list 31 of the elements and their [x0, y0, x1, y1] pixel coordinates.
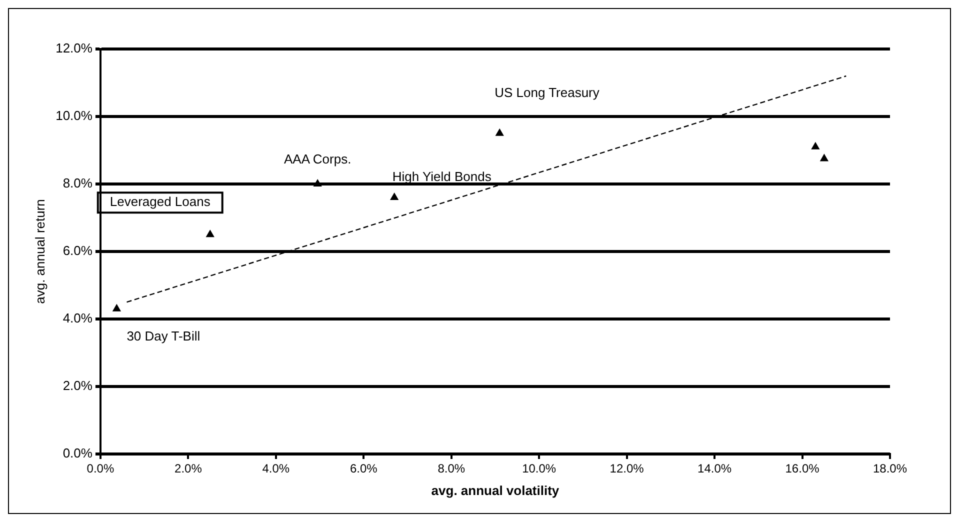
point	[496, 128, 504, 136]
point	[820, 154, 828, 162]
point	[112, 304, 121, 312]
y-tick-label: 0.0%	[62, 446, 93, 461]
x-tick-label: 4.0%	[262, 462, 290, 476]
x-tick-label: 0.0%	[86, 462, 114, 476]
x-axis-title: avg. annual volatility	[431, 482, 560, 498]
x-tick-label: 12.0%	[610, 462, 644, 476]
y-tick-label: 8.0%	[62, 176, 93, 191]
point	[811, 142, 820, 150]
y-tick-label: 2.0%	[62, 378, 93, 394]
x-tick-label: 6.0%	[350, 462, 378, 476]
x-tick-label: 8.0%	[438, 462, 466, 476]
x-tick-label: 10.0%	[522, 462, 556, 476]
x-tick-label: 2.0%	[174, 462, 202, 476]
y-tick-label: 4.0%	[62, 310, 93, 326]
y-tick-label: 6.0%	[62, 243, 93, 258]
annotation: 30 Day T-Bill	[126, 328, 200, 344]
x-tick-label: 18.0%	[872, 462, 908, 476]
point	[206, 230, 214, 238]
annotation: US Long Treasury	[494, 84, 600, 100]
y-tick-label: 12.0%	[56, 40, 93, 56]
annotation: High Yield Bonds	[392, 169, 492, 184]
x-tick-label: 14.0%	[698, 462, 732, 476]
y-tick-label: 10.0%	[56, 108, 93, 124]
annotation: AAA Corps.	[284, 152, 352, 167]
point	[390, 193, 398, 200]
annotation: Leveraged Loans	[110, 194, 211, 210]
y-axis-title: avg. annual return	[32, 199, 48, 304]
point	[314, 180, 322, 186]
x-tick-label: 16.0%	[785, 462, 820, 476]
